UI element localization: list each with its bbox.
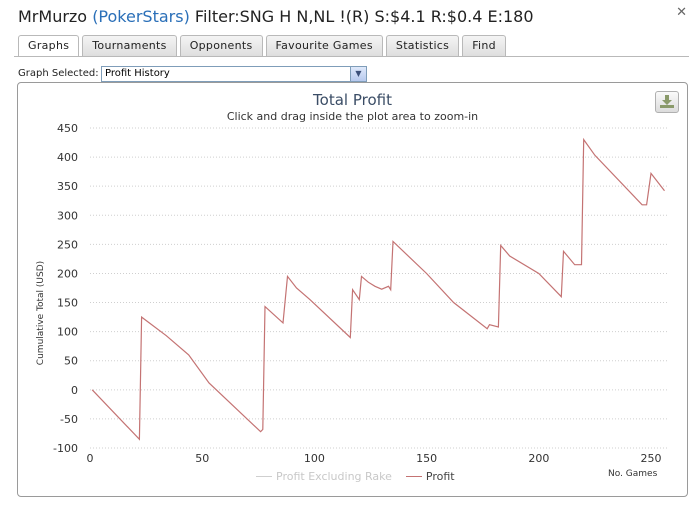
export-button[interactable] <box>655 91 679 113</box>
chart-panel[interactable]: -100 -50 0 50 100 150 200 250 300 350 400 450 0 50 100… <box>17 82 688 497</box>
y-tick-label: 400 <box>57 151 78 164</box>
y-tick-label: 250 <box>57 238 78 251</box>
x-tick-label: 100 <box>304 452 325 465</box>
tab-favourite-games[interactable]: Favourite Games <box>265 35 383 56</box>
y-tick-label: 150 <box>57 297 78 310</box>
y-tick-label: 450 <box>57 122 78 135</box>
tab-divider <box>14 56 689 57</box>
legend-label: Profit <box>425 469 455 483</box>
tab-find[interactable]: Find <box>462 35 506 56</box>
window-title: MrMurzo (PokerStars) Filter:SNG H N,NL !… <box>18 7 534 26</box>
graph-select-value: Profit History <box>105 68 170 79</box>
y-axis-label: Cumulative Total (USD) <box>36 260 46 366</box>
x-axis-label: No. Games <box>608 469 658 479</box>
tab-graphs[interactable]: Graphs <box>18 35 80 57</box>
chart-title: Total Profit <box>313 91 392 109</box>
x-tick-label: 200 <box>528 452 549 465</box>
legend-item-profit[interactable]: Profit <box>405 469 455 483</box>
legend-item-profit-excluding-rake[interactable]: Profit Excluding Rake <box>256 470 392 483</box>
tab-opponents[interactable]: Opponents <box>179 35 263 56</box>
y-tick-label: 100 <box>57 326 78 339</box>
window-titlebar: MrMurzo (PokerStars) Filter:SNG H N,NL !… <box>0 0 697 32</box>
y-tick-label: 350 <box>57 180 78 193</box>
y-tick-label: 200 <box>57 267 78 280</box>
x-tick-label: 50 <box>195 452 209 465</box>
tab-bar: Graphs Tournaments Opponents Favourite G… <box>18 35 506 57</box>
y-tick-label: 0 <box>71 384 78 397</box>
chart-subtitle: Click and drag inside the plot area to z… <box>226 110 479 123</box>
y-tick-label: -100 <box>53 442 78 455</box>
legend-label: Profit Excluding Rake <box>276 469 392 483</box>
download-icon <box>660 95 674 108</box>
chart-legend: Profit Excluding Rake Profit <box>256 469 455 483</box>
y-tick-label: 300 <box>57 209 78 222</box>
tab-statistics[interactable]: Statistics <box>385 35 460 56</box>
legend-swatch <box>405 475 422 477</box>
x-tick-label: 150 <box>416 452 437 465</box>
series-line-profit <box>91 137 665 441</box>
y-tick-label: -50 <box>60 413 78 426</box>
legend-swatch <box>256 475 272 477</box>
y-tick-label: 50 <box>64 355 78 368</box>
title-site-link[interactable]: (PokerStars) <box>92 7 190 26</box>
title-filter: Filter:SNG H N,NL !(R) S:$4.1 R:$0.4 E:1… <box>194 7 534 26</box>
x-tick-label: 250 <box>641 452 662 465</box>
chevron-down-icon[interactable]: ▼ <box>350 67 366 81</box>
graph-select[interactable]: Profit History ▼ <box>101 66 367 82</box>
chart-plot[interactable]: -100 -50 0 50 100 150 200 250 300 350 400 450 0 50 100… <box>18 83 687 496</box>
graph-selector-label: Graph Selected: <box>18 68 99 79</box>
title-player: MrMurzo <box>18 7 88 26</box>
tab-tournaments[interactable]: Tournaments <box>82 35 177 56</box>
close-icon[interactable]: ✕ <box>676 4 687 19</box>
x-tick-label: 0 <box>87 452 94 465</box>
